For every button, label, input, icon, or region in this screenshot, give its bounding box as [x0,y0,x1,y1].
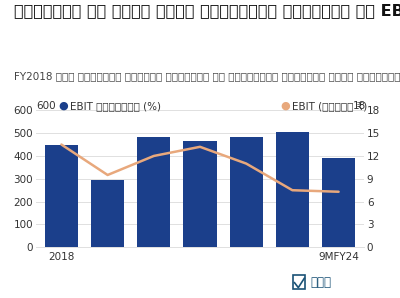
Text: EBIT (करोड़ ₹): EBIT (करोड़ ₹) [292,101,367,111]
Text: धनक: धनक [310,276,331,289]
Text: 600: 600 [36,101,56,111]
Text: FY2018 में यूनिटरी कूलिंग कैटेगरी का ऑपरेटिंग मार्जिन सबसे ज़्यादा था: FY2018 में यूनिटरी कूलिंग कैटेगरी का ऑपर… [14,72,400,82]
Bar [322,158,355,247]
Text: ●: ● [280,101,290,111]
Text: वोल्टास के सबसे बड़े रेवेन्यू सेगमेंट का EBIT मार्जिन: वोल्टास के सबसे बड़े रेवेन्यू सेगमेंट का… [14,3,400,18]
Bar [91,180,124,247]
Text: ●: ● [58,101,68,111]
Bar [45,145,78,247]
Text: 18: 18 [353,101,366,111]
Bar [183,141,217,247]
Bar [276,132,309,247]
Bar [230,137,263,247]
Text: EBIT मार्जिन (%): EBIT मार्जिन (%) [70,101,161,111]
FancyBboxPatch shape [293,275,305,289]
Bar [137,137,170,247]
